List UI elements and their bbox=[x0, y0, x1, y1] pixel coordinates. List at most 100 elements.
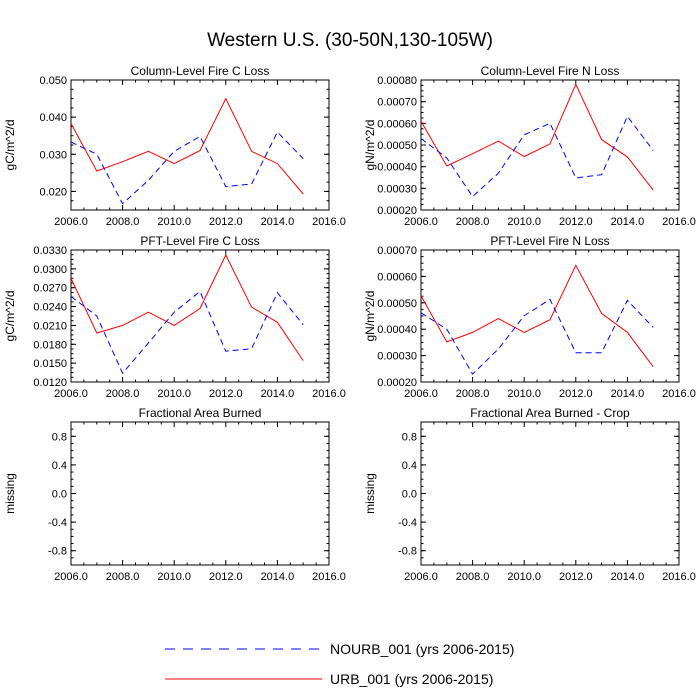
series-line-nourb bbox=[420, 115, 654, 198]
y-tick-label: 0.0270 bbox=[33, 283, 67, 295]
y-tick-label: 0.00050 bbox=[377, 140, 417, 152]
legend-label-urb: URB_001 (yrs 2006-2015) bbox=[330, 671, 493, 687]
y-tick-label: 0.0240 bbox=[33, 302, 67, 314]
y-tick-label: 0.00050 bbox=[377, 298, 417, 310]
panel-title: Fractional Area Burned bbox=[139, 406, 262, 420]
x-tick-label: 2006.0 bbox=[54, 388, 88, 400]
x-tick-label: 2006.0 bbox=[404, 216, 438, 228]
x-tick-label: 2010.0 bbox=[157, 388, 191, 400]
y-tick-label: 0.0 bbox=[402, 489, 417, 501]
x-tick-label: 2010.0 bbox=[507, 216, 541, 228]
y-tick-label: 0.0210 bbox=[33, 320, 67, 332]
x-tick-label: 2008.0 bbox=[106, 216, 140, 228]
y-tick-label: -0.4 bbox=[48, 517, 67, 529]
y-tick-label: 0.00060 bbox=[377, 271, 417, 283]
x-tick-label: 2012.0 bbox=[559, 571, 593, 583]
x-tick-label: 2012.0 bbox=[559, 388, 593, 400]
x-tick-label: 2016.0 bbox=[662, 571, 696, 583]
y-axis-label: gC/m^2/d bbox=[3, 291, 17, 342]
x-tick-label: 2008.0 bbox=[106, 571, 140, 583]
legend: NOURB_001 (yrs 2006-2015) URB_001 (yrs 20… bbox=[165, 641, 514, 687]
y-tick-label: 0.4 bbox=[402, 460, 417, 472]
panel-title: PFT-Level Fire C Loss bbox=[140, 234, 259, 248]
panel-title: Column-Level Fire C Loss bbox=[131, 64, 270, 78]
y-tick-label: 0.0120 bbox=[33, 377, 67, 389]
plot-frame bbox=[70, 249, 330, 383]
y-tick-label: 0.00030 bbox=[377, 183, 417, 195]
y-tick-label: 0.030 bbox=[39, 149, 67, 161]
y-tick-label: 0.050 bbox=[39, 75, 67, 87]
series-line-urb bbox=[70, 253, 304, 361]
y-tick-label: 0.040 bbox=[39, 112, 67, 124]
x-tick-label: 2010.0 bbox=[507, 388, 541, 400]
panel-title: PFT-Level Fire N Loss bbox=[490, 234, 609, 248]
y-tick-label: 0.00020 bbox=[377, 205, 417, 217]
y-axis-label: missing bbox=[363, 473, 377, 514]
x-tick-label: 2006.0 bbox=[54, 216, 88, 228]
x-tick-label: 2012.0 bbox=[209, 571, 243, 583]
panel-6: Fractional Area Burned - Crop 2006.0 2008.… bbox=[363, 406, 696, 583]
y-axis-label: gN/m^2/d bbox=[363, 291, 377, 342]
plot-frame bbox=[420, 79, 680, 211]
x-tick-label: 2010.0 bbox=[157, 216, 191, 228]
panel-3: PFT-Level Fire C Loss 2006.0 2008.0 2010.0 2… bbox=[3, 234, 346, 400]
x-tick-label: 2014.0 bbox=[611, 571, 645, 583]
y-tick-label: 0.0330 bbox=[33, 245, 67, 257]
y-tick-label: 0.0 bbox=[52, 489, 67, 501]
x-tick-label: 2014.0 bbox=[261, 216, 295, 228]
y-tick-label: 0.8 bbox=[52, 431, 67, 443]
y-tick-label: -0.4 bbox=[398, 517, 417, 529]
y-axis-label: gC/m^2/d bbox=[3, 120, 17, 171]
y-tick-label: 0.0300 bbox=[33, 264, 67, 276]
y-tick-label: -0.8 bbox=[398, 546, 417, 558]
x-tick-label: 2010.0 bbox=[507, 571, 541, 583]
panel-5: Fractional Area Burned 2006.0 2008.0 2010.0… bbox=[3, 406, 346, 583]
legend-label-nourb: NOURB_001 (yrs 2006-2015) bbox=[330, 641, 514, 657]
x-tick-label: 2016.0 bbox=[312, 571, 346, 583]
x-tick-label: 2012.0 bbox=[559, 216, 593, 228]
plot-frame bbox=[70, 79, 330, 211]
x-tick-label: 2016.0 bbox=[662, 216, 696, 228]
y-axis-label: missing bbox=[3, 473, 17, 514]
panel-title: Column-Level Fire N Loss bbox=[481, 64, 620, 78]
y-tick-label: 0.00040 bbox=[377, 162, 417, 174]
y-tick-label: 0.0150 bbox=[33, 358, 67, 370]
x-tick-label: 2006.0 bbox=[54, 571, 88, 583]
series-line-nourb bbox=[70, 290, 304, 375]
x-tick-label: 2014.0 bbox=[611, 388, 645, 400]
y-tick-label: -0.8 bbox=[48, 546, 67, 558]
x-tick-label: 2014.0 bbox=[611, 216, 645, 228]
x-tick-label: 2014.0 bbox=[261, 388, 295, 400]
x-tick-label: 2010.0 bbox=[157, 571, 191, 583]
plot-frame bbox=[70, 421, 330, 566]
panel-2: Column-Level Fire N Loss 2006.0 2008.0 2010… bbox=[363, 64, 696, 228]
y-tick-label: 0.00020 bbox=[377, 377, 417, 389]
y-tick-label: 0.00070 bbox=[377, 97, 417, 109]
x-tick-label: 2012.0 bbox=[209, 388, 243, 400]
x-tick-label: 2008.0 bbox=[106, 388, 140, 400]
figure-title: Western U.S. (30-50N,130-105W) bbox=[207, 30, 493, 51]
y-tick-label: 0.00060 bbox=[377, 118, 417, 130]
y-tick-label: 0.4 bbox=[52, 460, 67, 472]
plot-frame bbox=[420, 249, 680, 383]
y-tick-label: 0.00040 bbox=[377, 324, 417, 336]
series-line-urb bbox=[420, 83, 654, 191]
plot-frame bbox=[420, 421, 680, 566]
y-axis-label: gN/m^2/d bbox=[363, 120, 377, 171]
y-tick-label: 0.0180 bbox=[33, 339, 67, 351]
y-tick-label: 0.00030 bbox=[377, 351, 417, 363]
series-line-nourb bbox=[420, 298, 654, 375]
x-tick-label: 2014.0 bbox=[261, 571, 295, 583]
panel-4: PFT-Level Fire N Loss 2006.0 2008.0 2010.0 2… bbox=[363, 234, 696, 400]
x-tick-label: 2008.0 bbox=[456, 216, 490, 228]
x-tick-label: 2016.0 bbox=[312, 388, 346, 400]
y-tick-label: 0.020 bbox=[39, 186, 67, 198]
x-tick-label: 2006.0 bbox=[404, 388, 438, 400]
x-tick-label: 2006.0 bbox=[404, 571, 438, 583]
y-tick-label: 0.8 bbox=[402, 431, 417, 443]
x-tick-label: 2008.0 bbox=[456, 388, 490, 400]
panel-1: Column-Level Fire C Loss 2006.0 2008.0 2010… bbox=[3, 64, 346, 228]
x-tick-label: 2016.0 bbox=[662, 388, 696, 400]
x-tick-label: 2008.0 bbox=[456, 571, 490, 583]
